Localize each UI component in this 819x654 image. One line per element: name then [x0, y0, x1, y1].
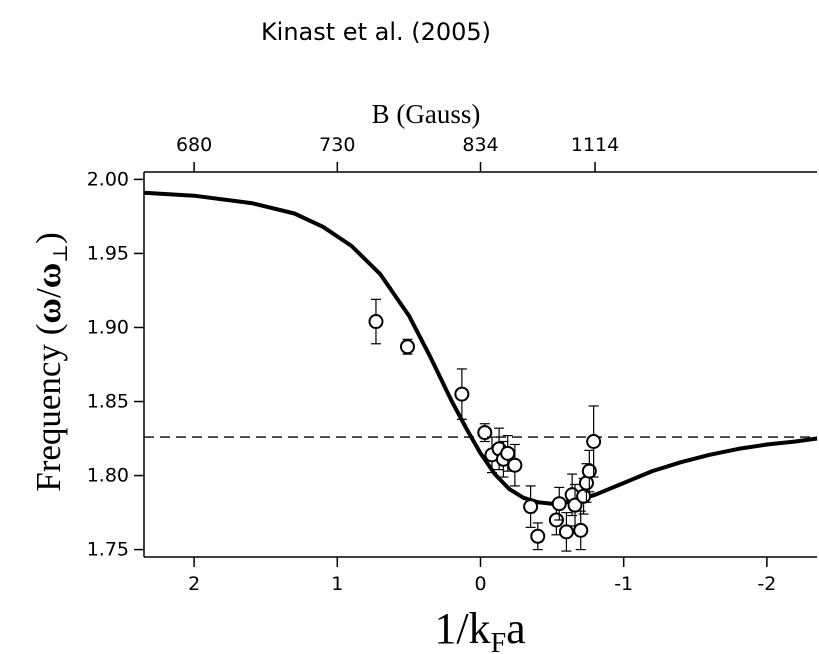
data-point	[530, 528, 546, 544]
data-point	[454, 386, 470, 402]
data-point	[399, 339, 415, 355]
top-tick-label: 680	[176, 134, 212, 156]
y-axis-label-slash: /	[29, 288, 68, 298]
data-point	[500, 445, 516, 461]
y-tick-label: 1.95	[87, 242, 129, 264]
y-axis-label-close: )	[29, 232, 68, 244]
top-tick-label: 730	[319, 134, 355, 156]
y-tick-label: 1.80	[87, 465, 129, 487]
x-tick-label: 0	[474, 573, 486, 595]
y-tick-label: 1.90	[87, 316, 129, 338]
x-axis-ticks: 2 1 0 -1 -2	[188, 557, 776, 595]
y-axis-ticks: 2.00 1.95 1.90 1.85 1.80 1.75	[87, 168, 144, 561]
top-tick-label: 1114	[571, 134, 619, 156]
x-axis-label-tail: a	[506, 604, 526, 653]
y-axis-label-main: Frequency (	[29, 324, 68, 492]
theory-curve	[143, 190, 818, 506]
x-axis-label-subscript: F	[491, 628, 507, 654]
data-point	[567, 497, 583, 513]
data-point	[477, 425, 493, 441]
x-tick-label: -1	[614, 573, 633, 595]
top-tick-label: 834	[462, 134, 498, 156]
y-axis-label-subscript: ⊥	[50, 244, 72, 263]
data-point	[368, 314, 384, 330]
x-tick-label: -2	[757, 573, 776, 595]
x-axis-label-main: 1/k	[434, 604, 490, 653]
data-point	[586, 434, 602, 449]
x-tick-label: 2	[188, 573, 200, 595]
y-tick-label: 1.75	[87, 539, 129, 561]
theory-curve-group	[143, 190, 818, 506]
x-tick-label: 1	[331, 573, 343, 595]
chart-title: Kinast et al. (2005)	[261, 18, 491, 46]
top-axis-ticks: 680 730 834 1114	[176, 134, 619, 172]
data-point	[523, 499, 539, 515]
y-axis-label-omega: ω	[29, 298, 68, 324]
data-points-group	[368, 298, 602, 552]
y-tick-label: 1.85	[87, 391, 129, 413]
top-axis-label: B (Gauss)	[372, 99, 481, 129]
data-point	[551, 496, 567, 512]
plot-frame	[143, 171, 817, 558]
y-axis-label: Frequency (ω/ω⊥)	[29, 232, 72, 492]
y-axis-label-omega-perp: ω	[29, 263, 68, 289]
data-point	[507, 457, 523, 473]
y-tick-label: 2.00	[87, 168, 129, 190]
data-point	[558, 524, 574, 540]
x-axis-label: 1/kFa	[434, 604, 525, 654]
data-point	[573, 522, 589, 538]
